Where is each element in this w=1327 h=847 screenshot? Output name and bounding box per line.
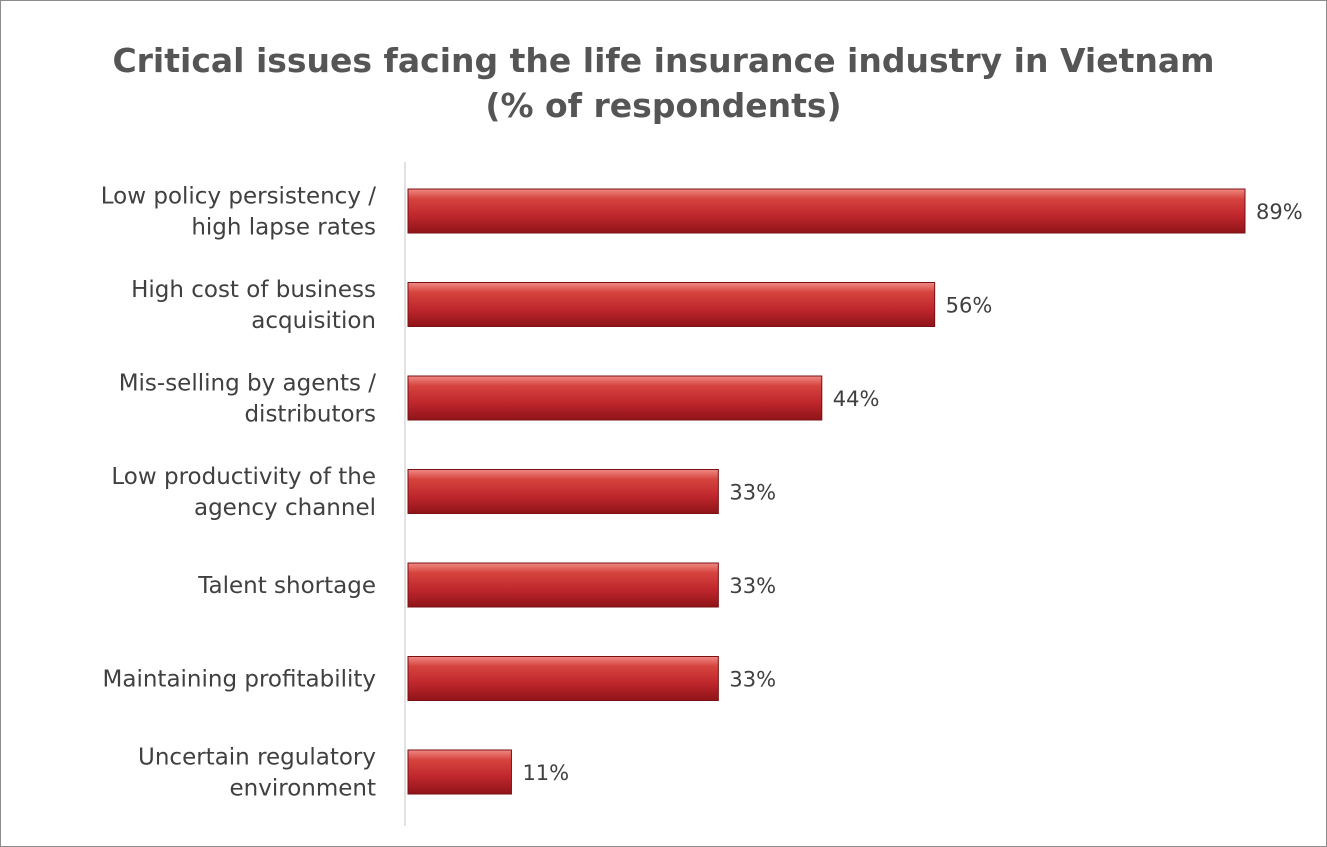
category-label: Maintaining profitability [103,667,376,693]
category-label-line: Low productivity of the [111,464,376,490]
chart-title-line-1: Critical issues facing the life insuranc… [112,41,1215,80]
category-label-line: acquisition [251,308,376,334]
bar [407,469,719,514]
category-label-line: Low policy persistency / [101,184,376,210]
bar [407,749,512,795]
bar [407,282,936,327]
value-label: 44% [833,387,880,411]
category-label-line: Mis-selling by agents / [119,371,377,397]
value-label: 33% [729,481,776,505]
category-label: Talent shortage [197,573,376,599]
bar [407,562,719,608]
category-label: High cost of business acquisition [131,277,376,334]
value-label: 89% [1256,200,1303,224]
value-label: 33% [729,574,776,598]
bar [407,375,823,421]
bar [407,656,719,701]
category-label: Low policy persistency / high lapse rates [101,184,376,241]
category-label-line: Maintaining profitability [103,667,376,693]
category-label-line: distributors [244,402,376,428]
category-label: Mis-selling by agents / distributors [119,371,377,428]
category-label-line: environment [230,776,376,802]
value-label: 11% [522,761,569,785]
category-label-line: Uncertain regulatory [138,745,376,771]
value-label: 33% [729,668,776,692]
category-label: Low productivity of the agency channel [111,464,376,521]
category-label-line: agency channel [194,495,376,521]
chart-title-line-2: (% of respondents) [485,86,842,125]
category-label-line: high lapse rates [191,215,376,241]
value-label: 56% [946,294,993,318]
bar [407,188,1246,234]
chart-title: Critical issues facing the life insuranc… [0,38,1327,128]
category-label: Uncertain regulatory environment [138,745,376,802]
category-label-line: High cost of business [131,277,376,303]
category-label-line: Talent shortage [197,573,376,599]
